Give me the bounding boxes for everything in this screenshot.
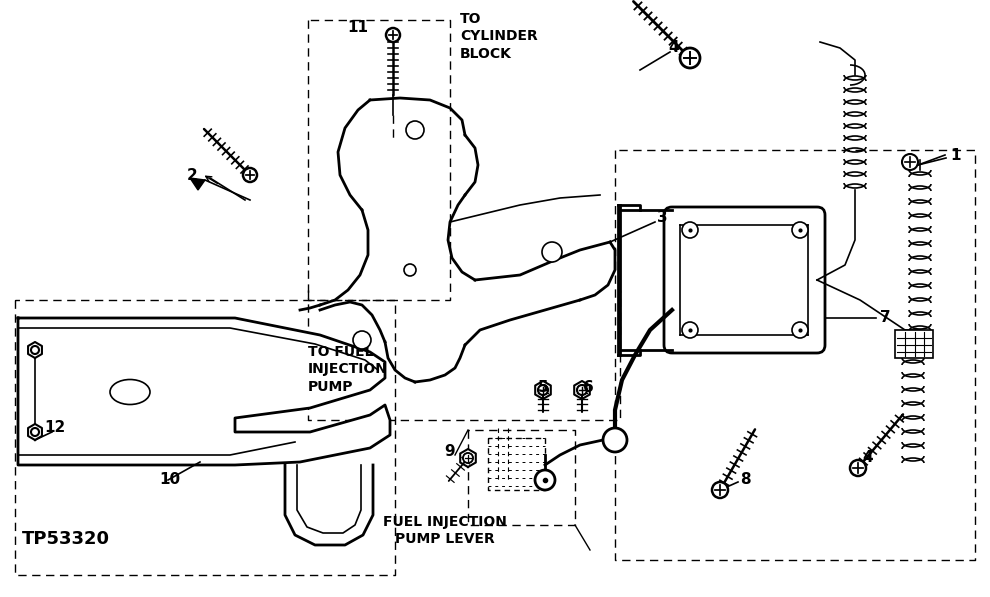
Circle shape — [31, 428, 39, 436]
Circle shape — [792, 322, 808, 338]
Circle shape — [680, 48, 700, 68]
Bar — [895, 330, 933, 358]
Circle shape — [682, 222, 698, 238]
Text: 12: 12 — [45, 420, 65, 435]
Circle shape — [682, 322, 698, 338]
Circle shape — [463, 454, 472, 463]
Text: 11: 11 — [347, 20, 368, 35]
Circle shape — [31, 346, 39, 354]
Text: 10: 10 — [159, 472, 180, 488]
Text: TP53320: TP53320 — [22, 530, 110, 548]
Text: 4: 4 — [862, 451, 872, 466]
Text: TO FUEL
INJECTION
PUMP: TO FUEL INJECTION PUMP — [308, 345, 388, 393]
Circle shape — [404, 264, 416, 276]
Text: TO
CYLINDER
BLOCK: TO CYLINDER BLOCK — [460, 12, 538, 61]
Circle shape — [386, 28, 400, 42]
Polygon shape — [18, 318, 390, 465]
Text: 6: 6 — [583, 380, 593, 395]
Ellipse shape — [110, 380, 150, 405]
Text: 9: 9 — [445, 445, 455, 460]
Text: FUEL INJECTION
PUMP LEVER: FUEL INJECTION PUMP LEVER — [383, 515, 507, 546]
Circle shape — [850, 460, 866, 476]
Circle shape — [712, 482, 728, 498]
Text: 3: 3 — [657, 211, 667, 226]
Text: 1: 1 — [950, 147, 960, 162]
Polygon shape — [460, 449, 476, 467]
Circle shape — [902, 154, 918, 170]
Text: 4: 4 — [668, 41, 678, 56]
Circle shape — [542, 242, 562, 262]
Text: 8: 8 — [740, 472, 750, 488]
Text: 2: 2 — [187, 168, 198, 183]
Circle shape — [535, 470, 555, 490]
Circle shape — [539, 386, 547, 395]
Circle shape — [577, 385, 587, 395]
Circle shape — [538, 385, 548, 395]
Circle shape — [243, 168, 257, 182]
Polygon shape — [574, 381, 590, 399]
Polygon shape — [28, 342, 42, 358]
FancyBboxPatch shape — [664, 207, 825, 353]
Circle shape — [353, 331, 371, 349]
Text: 7: 7 — [880, 310, 891, 325]
Circle shape — [603, 428, 627, 452]
Circle shape — [792, 222, 808, 238]
Polygon shape — [536, 381, 550, 399]
Text: 5: 5 — [538, 380, 548, 395]
Polygon shape — [190, 178, 205, 190]
Circle shape — [406, 121, 424, 139]
Polygon shape — [28, 424, 42, 440]
Circle shape — [577, 386, 586, 395]
Circle shape — [463, 453, 473, 463]
